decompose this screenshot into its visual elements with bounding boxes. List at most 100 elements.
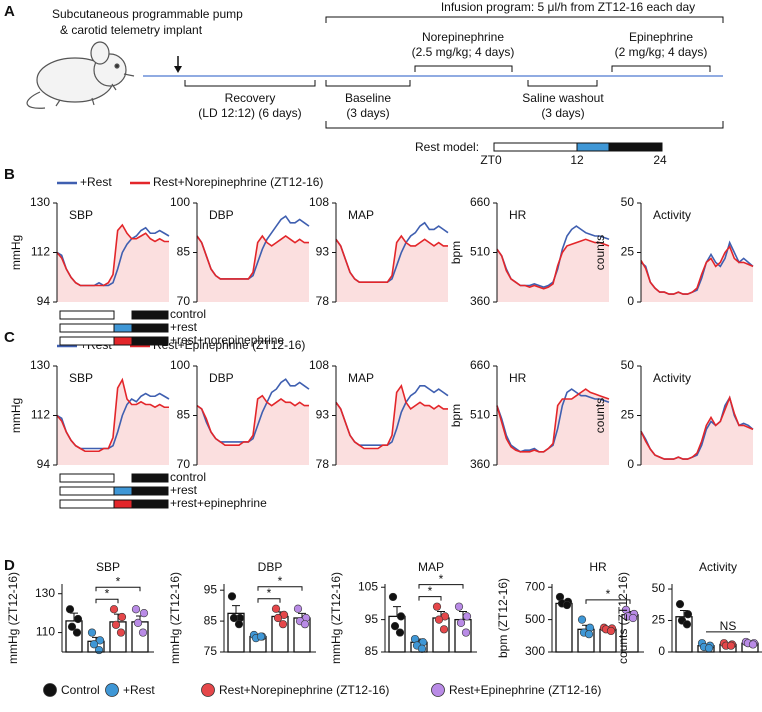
y-tick-label: 660 xyxy=(470,195,490,209)
y-tick-label: 660 xyxy=(470,358,490,372)
protocol-light xyxy=(59,486,115,496)
data-point xyxy=(584,630,594,639)
protocol-light xyxy=(59,336,115,346)
chart-title: SBP xyxy=(96,560,120,574)
zt-label: 24 xyxy=(653,153,667,167)
panel-label: A xyxy=(4,3,15,20)
y-tick-label: 50 xyxy=(652,581,666,595)
zt-label: 12 xyxy=(570,153,584,167)
data-point xyxy=(432,602,442,611)
data-point xyxy=(456,618,466,627)
protocol-label: +rest xyxy=(170,483,198,497)
y-axis-label: bpm xyxy=(449,241,463,264)
protocol-dark xyxy=(131,499,169,509)
protocol-infusion xyxy=(113,323,133,333)
protocol-light xyxy=(59,310,115,320)
data-point xyxy=(606,626,616,636)
ne-text: (2.5 mg/kg; 4 days) xyxy=(412,45,515,59)
data-point xyxy=(395,628,405,637)
rest-bar-light xyxy=(493,142,578,152)
data-point xyxy=(67,622,77,631)
y-tick-label: 100 xyxy=(170,195,190,209)
data-point xyxy=(273,613,283,623)
y-tick-label: 25 xyxy=(621,245,635,259)
chart-title: SBP xyxy=(69,208,93,222)
baseline-text: (3 days) xyxy=(346,106,389,120)
protocol-label: +rest+norepinephrine xyxy=(170,333,284,347)
area xyxy=(497,389,609,465)
legend-label: Rest+Norepinephrine (ZT12-16) xyxy=(219,683,389,697)
data-point xyxy=(111,620,121,629)
line xyxy=(496,388,610,453)
infusion-text: Infusion program: 5 μl/h from ZT12-16 ea… xyxy=(441,0,695,14)
data-point xyxy=(117,612,127,622)
line xyxy=(56,223,169,287)
significance-label: NS xyxy=(720,619,737,633)
y-axis-label: bpm xyxy=(449,404,463,427)
panel-label: C xyxy=(4,329,15,346)
chart-title: DBP xyxy=(209,371,234,385)
line xyxy=(335,383,448,450)
y-tick-label: 25 xyxy=(652,613,666,627)
legend-marker xyxy=(105,683,119,697)
y-tick-label: 360 xyxy=(470,294,490,308)
y-axis-label: mmHg (ZT12-16) xyxy=(6,572,20,664)
data-point xyxy=(229,613,239,623)
washout-text: Saline washout xyxy=(522,91,604,105)
protocol-infusion xyxy=(113,486,133,496)
y-tick-label: 50 xyxy=(621,195,635,209)
rest-bar-dark xyxy=(608,142,663,152)
significance-label: * xyxy=(278,574,283,588)
y-tick-label: 94 xyxy=(37,457,51,471)
significance-label: * xyxy=(606,587,611,601)
significance-label: * xyxy=(439,572,444,586)
data-point xyxy=(256,632,266,641)
protocol-dark xyxy=(131,336,169,346)
area xyxy=(336,385,448,465)
rest-model-label: Rest model: xyxy=(415,140,479,154)
data-point xyxy=(461,628,471,637)
y-tick-label: 85 xyxy=(365,644,379,658)
data-point xyxy=(138,628,148,637)
legend-label: +Rest xyxy=(123,683,155,697)
area xyxy=(641,246,753,302)
data-point xyxy=(95,636,105,645)
bracket xyxy=(184,80,316,87)
protocol-light xyxy=(59,323,115,333)
data-point xyxy=(454,602,464,611)
y-axis-label: counts (ZT12-16) xyxy=(616,572,630,664)
chart-title: DBP xyxy=(209,208,234,222)
data-point xyxy=(65,605,75,614)
protocol-dark xyxy=(131,473,169,483)
panel-label: D xyxy=(4,557,15,574)
y-tick-label: 0 xyxy=(627,457,634,471)
protocol-infusion xyxy=(113,499,133,509)
line xyxy=(196,234,309,280)
data-point xyxy=(462,612,472,621)
significance-bracket xyxy=(257,586,303,591)
significance-bracket xyxy=(418,596,442,601)
y-tick-label: 85 xyxy=(204,613,218,627)
y-tick-label: 112 xyxy=(31,245,50,259)
recovery-text: Recovery xyxy=(225,91,276,105)
significance-label: * xyxy=(105,586,110,600)
legend-label: +Rest xyxy=(80,175,112,189)
chart-title: MAP xyxy=(348,208,374,222)
data-point xyxy=(434,615,444,624)
y-tick-label: 95 xyxy=(365,612,379,626)
data-point xyxy=(109,605,119,614)
significance-bracket xyxy=(95,586,141,592)
epi-text: Epinephrine xyxy=(629,30,693,44)
y-tick-label: 130 xyxy=(35,586,55,600)
error-bar xyxy=(232,605,240,614)
chart-title: Activity xyxy=(653,208,691,222)
data-point xyxy=(300,620,310,629)
y-tick-label: 95 xyxy=(204,582,218,596)
data-point xyxy=(234,620,244,629)
y-tick-label: 70 xyxy=(177,294,191,308)
chart-title: Activity xyxy=(699,560,737,574)
protocol-label: +rest xyxy=(170,320,198,334)
y-tick-label: 510 xyxy=(470,245,490,259)
